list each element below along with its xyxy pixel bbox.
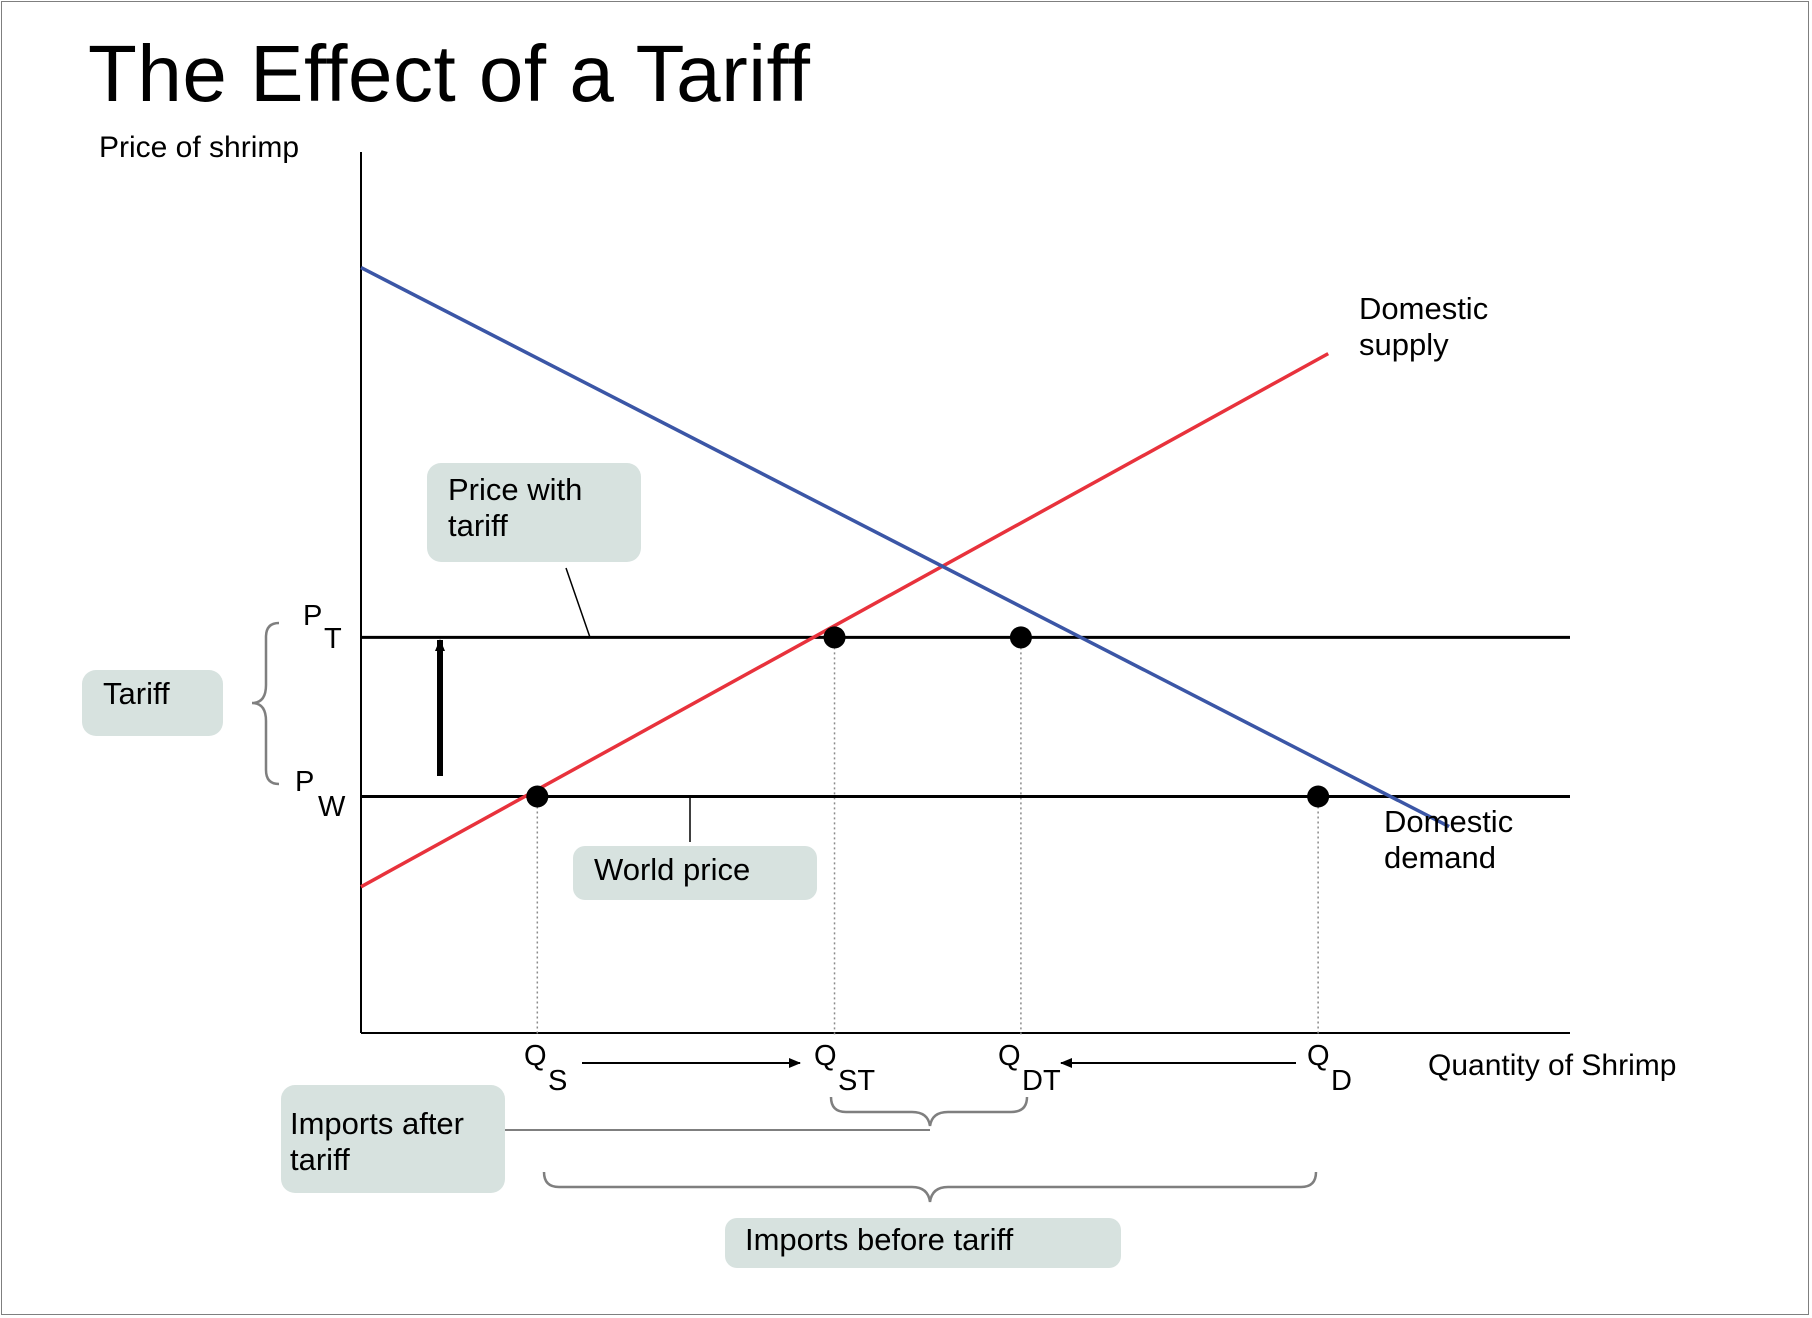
callout-imports-after-line1: Imports after — [290, 1106, 464, 1141]
intersection-point-3 — [1307, 785, 1330, 808]
qst-label-sub: ST — [838, 1065, 875, 1097]
x-axis-label: Quantity of Shrimp — [1428, 1049, 1676, 1082]
qdt-label-main: Q — [998, 1040, 1021, 1072]
tariff-brace — [251, 621, 280, 786]
pt-label-sub: T — [324, 623, 342, 655]
demand-label-line1: Domestic — [1384, 804, 1513, 839]
callout-tariff-text: Tariff — [103, 676, 170, 711]
pt-label-main: P — [303, 600, 322, 632]
imports-before-brace — [542, 1171, 1318, 1203]
qd-label-sub: D — [1331, 1065, 1352, 1097]
pw-label-sub: W — [318, 791, 346, 823]
supply-label-line2: supply — [1359, 327, 1449, 362]
callout-imports-after — [281, 1085, 505, 1193]
qs-label-sub: S — [548, 1065, 567, 1097]
leader-price-with-tariff — [565, 567, 591, 638]
pw-label-main: P — [295, 766, 314, 798]
callout-world-price — [573, 846, 817, 900]
imports-after-brace — [829, 1096, 1029, 1127]
callout-price-with-tariff-line1: Price with — [448, 472, 582, 507]
callout-tariff — [82, 670, 223, 736]
qs-label-main: Q — [524, 1040, 547, 1072]
series-line-0 — [360, 352, 1330, 889]
callout-imports-before-text: Imports before tariff — [745, 1222, 1014, 1257]
qst-label-main: Q — [814, 1040, 837, 1072]
supply-label-line1: Domestic — [1359, 291, 1488, 326]
intersection-point-0 — [526, 785, 549, 808]
demand-label-line2: demand — [1384, 840, 1496, 875]
page-title: The Effect of a Tariff — [88, 29, 811, 118]
callout-imports-before — [725, 1218, 1121, 1268]
callout-price-with-tariff-line2: tariff — [448, 508, 508, 543]
qd-label-main: Q — [1307, 1040, 1330, 1072]
callout-world-price-text: World price — [594, 852, 750, 887]
qdt-label-sub: DT — [1022, 1065, 1061, 1097]
intersection-point-1 — [823, 626, 846, 649]
series-line-1 — [360, 266, 1450, 829]
callout-price-with-tariff — [427, 463, 641, 562]
y-axis-label: Price of shrimp — [99, 131, 299, 164]
intersection-point-2 — [1009, 626, 1032, 649]
callout-imports-after-line2: tariff — [290, 1142, 350, 1177]
